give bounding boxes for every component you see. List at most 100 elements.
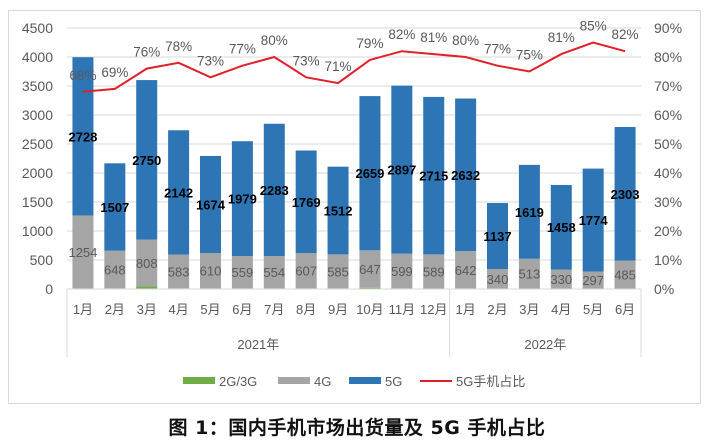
label-5g-share: 71% xyxy=(325,59,352,74)
chart: 0 500 1000 1500 2000 2500 3000 3500 4000 4500 0% 10… xyxy=(22,19,682,390)
bar-4g xyxy=(136,239,158,287)
label-5g: 1458 xyxy=(547,220,576,235)
x-tick-month: 5月 xyxy=(583,302,603,317)
y-right-tick: 30% xyxy=(654,194,682,210)
label-5g-share: 78% xyxy=(165,39,192,54)
y-left-tick: 3000 xyxy=(22,107,53,123)
label-5g-share: 82% xyxy=(388,27,415,42)
line-5g-share xyxy=(82,41,626,93)
legend-label: 5G手机占比 xyxy=(456,374,525,389)
bar-5g xyxy=(168,130,190,255)
y-right-tick: 0% xyxy=(654,281,674,297)
x-group-label: 2021年 xyxy=(237,337,279,352)
x-tick-month: 4月 xyxy=(551,302,571,317)
label-4g: 485 xyxy=(614,268,636,283)
label-5g: 1979 xyxy=(228,192,257,207)
bar-5g xyxy=(359,96,381,251)
legend-label: 5G xyxy=(385,374,402,389)
y-left-tick: 3500 xyxy=(22,78,53,94)
label-4g: 610 xyxy=(200,264,222,279)
label-5g: 1512 xyxy=(324,204,353,219)
label-5g-share: 77% xyxy=(484,42,511,57)
bar-4g xyxy=(263,256,285,289)
y-left-tick: 0 xyxy=(45,281,53,297)
label-4g: 297 xyxy=(582,273,604,288)
bar-5g xyxy=(391,85,413,254)
label-5g: 2142 xyxy=(164,185,193,200)
bar-4g xyxy=(295,253,317,289)
y-left-tick: 4000 xyxy=(22,49,53,65)
legend-swatch xyxy=(183,377,215,384)
bar-2g3g xyxy=(359,287,381,289)
x-tick-month: 3月 xyxy=(519,302,539,317)
label-5g: 1674 xyxy=(196,197,226,212)
y-left-tick: 2500 xyxy=(22,136,53,152)
bar-5g xyxy=(455,98,477,252)
bar-4g xyxy=(200,253,221,289)
label-4g: 513 xyxy=(519,267,541,282)
label-5g: 2728 xyxy=(68,129,97,144)
label-5g: 1619 xyxy=(515,205,544,220)
label-5g: 2715 xyxy=(419,169,448,184)
x-tick-month: 4月 xyxy=(168,302,188,317)
bar-4g xyxy=(550,269,572,289)
x-tick-month: 6月 xyxy=(232,302,252,317)
label-4g: 647 xyxy=(359,262,381,277)
label-4g: 340 xyxy=(487,272,509,287)
bar-5g xyxy=(263,123,285,257)
label-5g-share: 85% xyxy=(580,19,607,34)
label-5g: 1137 xyxy=(483,229,511,244)
label-5g: 1769 xyxy=(292,195,321,210)
y-left-tick: 1000 xyxy=(22,223,53,239)
label-5g-share: 81% xyxy=(548,30,575,45)
legend-swatch xyxy=(349,377,381,384)
label-4g: 330 xyxy=(550,272,572,287)
bar-4g xyxy=(582,271,604,289)
x-tick-month: 5月 xyxy=(200,302,220,317)
label-5g-share: 81% xyxy=(420,30,447,45)
label-4g: 559 xyxy=(232,265,254,280)
legend-label: 2G/3G xyxy=(219,374,257,389)
y-right-tick: 10% xyxy=(654,252,682,268)
x-tick-month: 11月 xyxy=(389,302,416,317)
label-4g: 808 xyxy=(136,256,158,271)
x-tick-month: 1月 xyxy=(73,302,93,317)
legend-label: 4G xyxy=(314,374,331,389)
bar-4g xyxy=(327,254,349,289)
bar-4g xyxy=(168,254,190,289)
bar-5g xyxy=(200,155,221,254)
x-tick-month: 1月 xyxy=(455,302,475,317)
bar-4g xyxy=(614,260,636,289)
x-group-label: 2022年 xyxy=(524,337,566,352)
label-5g-share: 73% xyxy=(197,53,224,68)
y-right-tick: 50% xyxy=(654,136,682,152)
label-4g: 1254 xyxy=(68,245,97,260)
label-5g: 2283 xyxy=(260,183,289,198)
y-right-tick: 60% xyxy=(654,107,682,123)
bar-5g xyxy=(295,150,317,254)
bar-5g xyxy=(136,80,158,240)
label-5g: 2303 xyxy=(611,187,640,202)
bar-5g xyxy=(550,184,572,270)
bar-2g3g xyxy=(136,286,158,289)
y-left-tick: 4500 xyxy=(22,20,53,36)
legend-swatch xyxy=(278,377,310,384)
x-tick-month: 9月 xyxy=(328,302,348,317)
label-4g: 585 xyxy=(327,264,349,279)
bar-4g xyxy=(455,251,477,289)
bar-4g xyxy=(104,250,126,289)
label-5g: 1774 xyxy=(579,213,609,228)
label-5g-share: 77% xyxy=(229,42,256,57)
x-tick-month: 2月 xyxy=(487,302,507,317)
bar-5g xyxy=(518,164,540,259)
bar-4g xyxy=(518,258,540,289)
y-left-tick: 1500 xyxy=(22,194,53,210)
label-5g: 2632 xyxy=(451,168,480,183)
bar-4g xyxy=(391,253,413,289)
chart-frame xyxy=(8,10,701,404)
x-tick-month: 12月 xyxy=(420,302,447,317)
label-4g: 583 xyxy=(168,264,190,279)
x-tick-month: 2月 xyxy=(105,302,125,317)
label-5g-share: 82% xyxy=(612,27,639,42)
y-left-tick: 500 xyxy=(30,252,54,268)
